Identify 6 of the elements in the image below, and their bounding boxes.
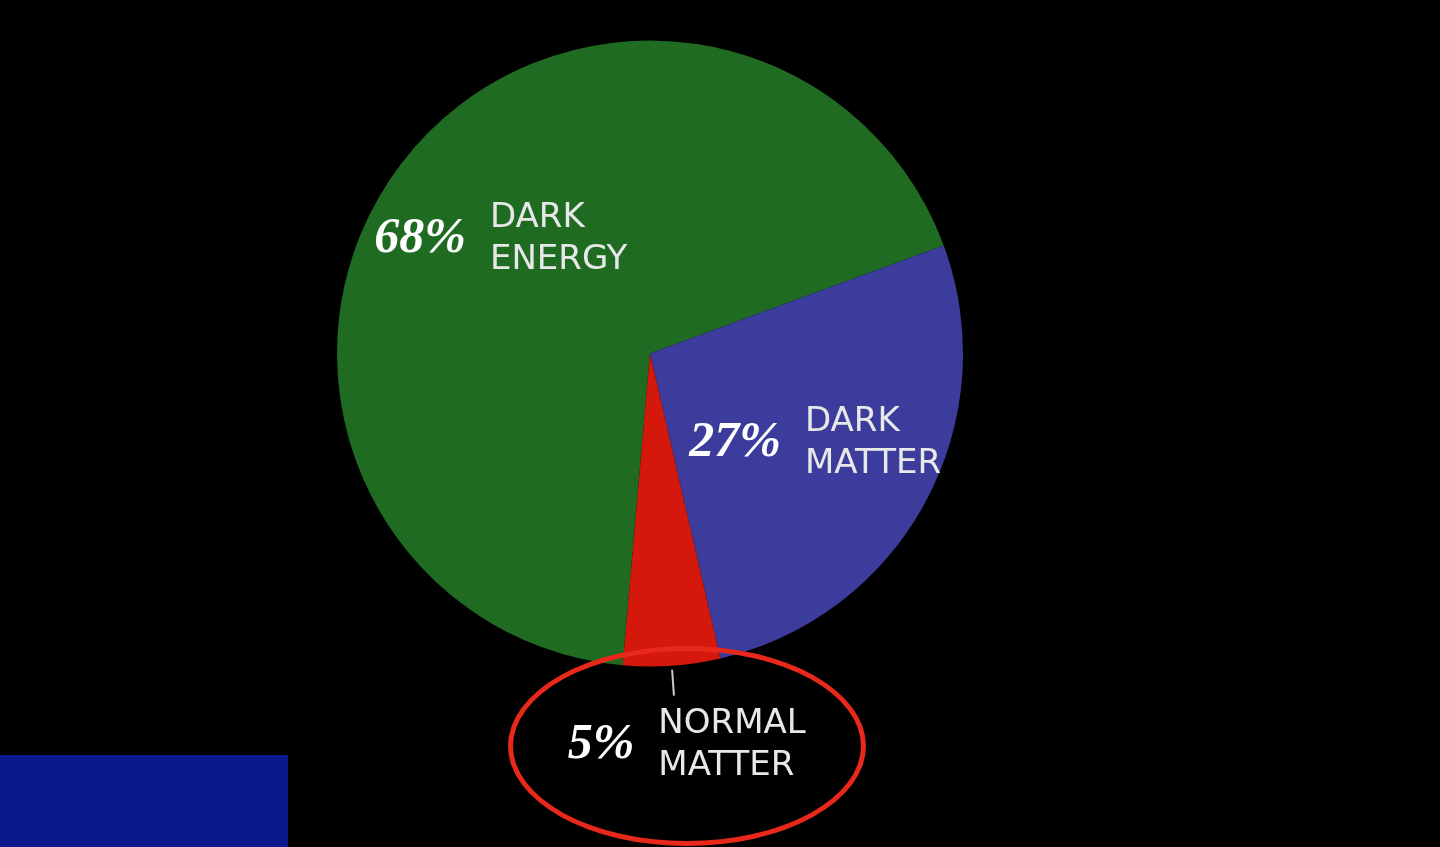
data-label: 5% [567,713,635,770]
slice-label: DARK ENERGY [489,195,628,278]
slice-label: NORMAL MATTER [658,701,806,784]
slice-label: DARK MATTER [805,398,942,481]
data-label: 68% [374,207,466,264]
data-label: 27% [688,410,782,467]
